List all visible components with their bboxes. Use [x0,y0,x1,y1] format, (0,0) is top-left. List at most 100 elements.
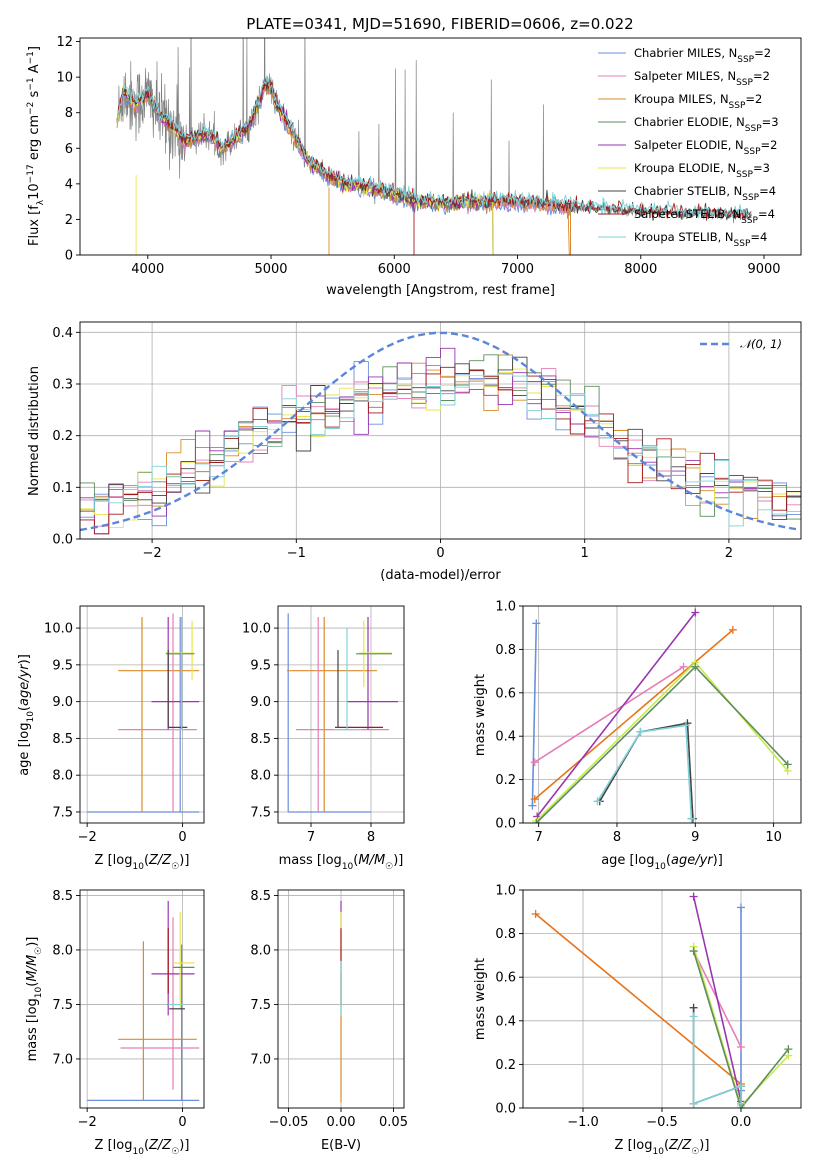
legend-entry: Kroupa ELODIE, NSSP=3 [634,161,770,180]
x-axis-label: Z [log10(Z/Z☉)] [95,1138,190,1157]
x-tick-label: 5000 [254,262,287,277]
y-tick-label: 8.0 [250,769,271,784]
y-tick-label: 0.3 [52,378,73,393]
point-chabrier-miles [532,619,541,628]
series-line-salpeter-miles [534,666,684,763]
y-tick-label: 0.0 [52,533,73,548]
series-line-kroupa-stelib [692,1016,742,1105]
legend-entry: Salpeter STELIB, NSSP=4 [634,207,775,226]
point-kroupa-stelib [689,1012,698,1021]
y-tick-label: 0.2 [495,1058,516,1073]
point-kroupa-stelib [636,727,645,736]
y-tick-label: 9.5 [52,658,73,673]
x-tick-label: 0 [178,830,186,845]
point-salpeter-elodie [689,892,698,901]
normal-curve [80,331,799,532]
y-tick-label: 0.4 [495,730,516,745]
mass_vs_Z-axes: −2 0 7.0 7.5 8.0 8.5 Z [log10(Z/Z☉)] mass [log1… [25,889,205,1157]
point-chabrier-miles [528,801,537,810]
point-kroupa-stelib [593,797,602,806]
y-tick-label: 10.0 [44,622,73,637]
x-tick-label: 2 [725,546,733,561]
y-tick-label: 8.0 [52,769,73,784]
x-tick-label: 0 [436,546,444,561]
y-tick-label: 8 [65,106,73,121]
y-axis-label: Flux [fλ10−17 erg cm−2 s−1 A−1] [26,46,46,246]
point-salpeter-miles [530,758,539,767]
y-tick-label: 0.6 [495,686,516,701]
point-kroupa-stelib [687,814,696,823]
residuals-plot-area [80,322,801,539]
x-axis-label: Z [log10(Z/Z☉)] [615,1138,710,1157]
y-tick-label: 0.2 [495,773,516,788]
mass_vs_ebv-axes: −0.05 0.00 0.05 7.0 7.5 8.0 8.5 E(B-V) [250,889,408,1153]
legend-entry: 𝒩(0, 1) [740,337,782,351]
y-tick-label: 1.0 [495,884,516,899]
x-tick-label: −0.5 [646,1115,678,1130]
point-kroupa-stelib [681,721,690,730]
mass_vs_ebv-plot-area [278,890,404,1108]
point-kroupa-miles [530,795,539,804]
age_vs_mass-frame [277,605,405,824]
x-tick-label: 6000 [378,262,411,277]
weight_vs_age-axes: 7 8 9 10 0.0 0.2 0.4 0.6 0.8 1.0 age [log10(age/yr… [473,600,802,872]
legend-entry: Chabrier STELIB, NSSP=4 [634,184,776,203]
point-chabrier-elodie [689,947,698,956]
point-chabrier-elodie [691,662,700,671]
y-tick-label: 9.5 [250,658,271,673]
y-tick-label: 0.0 [495,817,516,832]
y-tick-label: 9.0 [250,695,271,710]
x-tick-label: −1.0 [567,1115,599,1130]
weight_vs_Z-plot-area [523,890,801,1108]
y-tick-label: 0.6 [495,971,516,986]
y-tick-label: 0.0 [495,1102,516,1117]
y-tick-label: 0.4 [495,1014,516,1029]
weight_vs_Z-axes: −1.0 −0.5 0.0 0.0 0.2 0.4 0.6 0.8 1.0 Z [log10(Z/… [473,884,802,1157]
y-tick-label: 6 [65,142,73,157]
y-tick-label: 4 [65,177,73,192]
y-tick-label: 0.1 [52,481,73,496]
point-salpeter-miles [679,662,688,671]
point-chabrier-elodie [784,1045,793,1054]
y-tick-label: 7.5 [250,998,271,1013]
x-tick-label: 8 [613,830,621,845]
point-kroupa-miles [728,625,737,634]
model-spectrum-chabrier-miles [116,85,571,255]
age_vs_Z-frame [79,605,205,824]
y-tick-label: 0 [65,249,73,264]
y-tick-label: 7.0 [250,1052,271,1067]
x-tick-label: 0.00 [327,1115,356,1130]
x-tick-label: 9000 [747,262,780,277]
x-tick-label: 9 [691,830,699,845]
series-line-kroupa-stelib [596,724,693,819]
y-tick-label: 0.4 [52,326,73,341]
spectrum-plot-area [116,38,753,255]
model-spectrum-salpeter-miles [116,81,571,255]
y-tick-label: 8.5 [52,889,73,904]
x-tick-label: −2 [78,830,97,845]
weight_vs_age-frame [522,605,802,824]
y-tick-label: 12 [56,35,73,50]
series-line-kroupa-elodie [535,661,789,822]
point-kroupa-stelib [736,1099,745,1108]
y-tick-label: 8.0 [52,943,73,958]
y-tick-label: 7.5 [250,805,271,820]
x-tick-label: −2 [143,546,162,561]
point-salpeter-elodie [691,608,700,617]
x-tick-label: 10 [765,830,782,845]
x-tick-label: 8000 [624,262,657,277]
y-tick-label: 1.0 [495,600,516,615]
legend-entry: Chabrier ELODIE, NSSP=3 [634,115,779,134]
spectrum-frame [79,37,802,256]
x-axis-label: Z [log10(Z/Z☉)] [95,853,190,872]
legend-entry: Salpeter MILES, NSSP=2 [634,69,770,88]
series-line-kroupa-miles [535,913,742,1085]
y-tick-label: 7.5 [52,998,73,1013]
point-chabrier-elodie [532,819,541,823]
x-tick-label: 1 [581,546,589,561]
age_vs_Z-plot-area [80,606,204,823]
x-axis-label: wavelength [Angstrom, rest frame] [326,283,555,298]
y-axis-label: mass [log10(M/M☉)] [25,937,44,1062]
spectrum-axes: 4000 5000 6000 7000 8000 9000 0 2 4 6 8 10 12 wavelen… [26,35,802,298]
